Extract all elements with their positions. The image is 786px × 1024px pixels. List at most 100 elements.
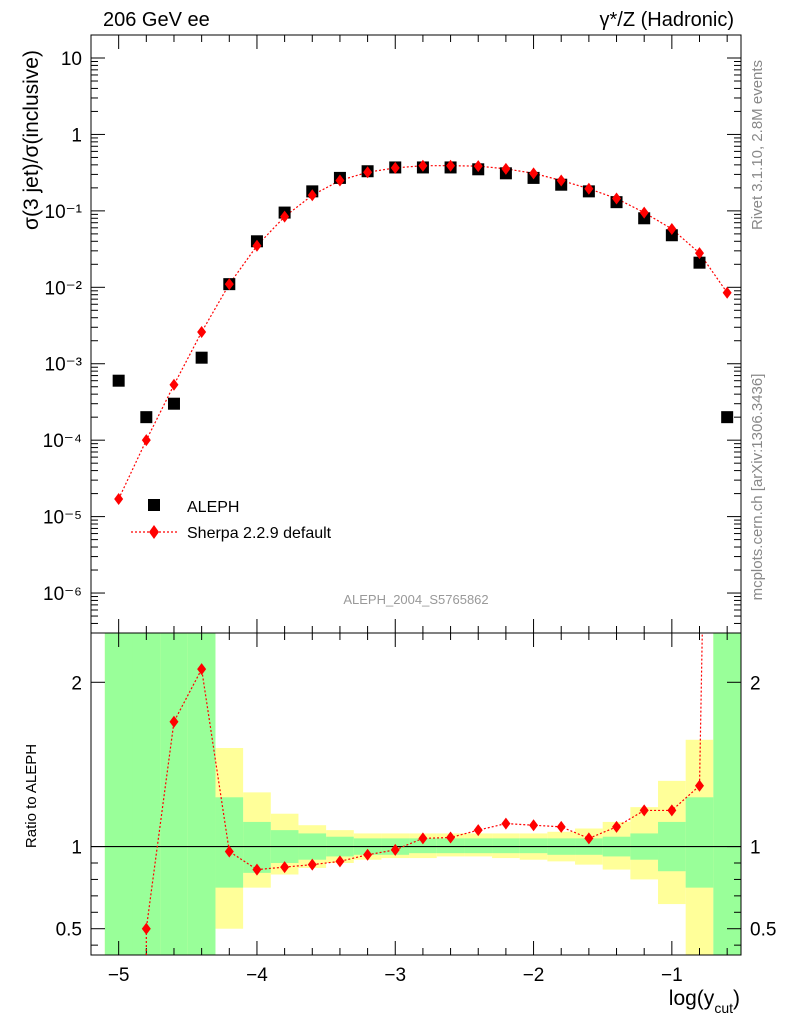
- lower-y-tick-label: 2: [71, 673, 82, 694]
- sherpa-point: [141, 434, 151, 447]
- aleph-point: [665, 229, 678, 242]
- ratio-point: [556, 820, 566, 833]
- sherpa-point: [695, 247, 705, 260]
- upper-y-tick-label: 10⁻⁴: [43, 431, 82, 452]
- band-inner-bin: [160, 633, 188, 955]
- sherpa-point: [169, 378, 179, 391]
- lower-y-tick-label: 1: [71, 838, 82, 859]
- band-inner-bin: [464, 838, 493, 854]
- ratio-point: [473, 824, 483, 837]
- sherpa-point: [501, 162, 511, 175]
- ratio-point: [141, 922, 151, 935]
- band-inner-bin: [215, 797, 244, 888]
- band-inner-bin: [436, 838, 465, 854]
- x-axis-label-subscript: cut: [714, 1000, 733, 1016]
- upper-y-tick-label: 10⁻³: [45, 355, 83, 376]
- band-inner-bin: [519, 838, 548, 854]
- x-tick-label: −2: [523, 965, 545, 986]
- upper-frame: [90, 34, 742, 634]
- lower-y-tick-label-right: 0.5: [750, 920, 776, 941]
- lower-y-tick-label: 0.5: [56, 920, 82, 941]
- sherpa-point: [114, 492, 124, 505]
- mcplots-label: mcplots.cern.ch [arXiv:1306.3436]: [749, 374, 766, 601]
- legend: ALEPH Sherpa 2.2.9 default: [131, 499, 332, 542]
- upper-panel: 10⁻⁶ 10⁻⁵ 10⁻⁴ 10⁻³ 10⁻² 10⁻¹ 1 10: [43, 34, 742, 634]
- sherpa-point: [335, 174, 345, 187]
- legend-aleph-marker: [148, 499, 160, 511]
- upper-y-tick-label: 1: [71, 125, 82, 146]
- x-tick-label: −5: [108, 965, 130, 986]
- sherpa-point: [639, 206, 649, 219]
- rivet-version-label: Rivet 3.1.10, 2.8M events: [749, 60, 766, 230]
- sherpa-point: [584, 182, 594, 195]
- ratio-point: [252, 863, 262, 876]
- sherpa-point: [556, 174, 566, 187]
- upper-y-tick-label: 10⁻²: [45, 278, 83, 299]
- sherpa-point: [280, 210, 290, 223]
- ratio-point: [501, 817, 511, 830]
- analysis-id-label: ALEPH_2004_S5765862: [343, 592, 488, 607]
- band-inner-bin: [409, 838, 437, 854]
- ratio-point: [390, 843, 400, 856]
- lower-panel: −5 −4 −3 −2 −1 0.5 0.5 1 1 2 2: [56, 632, 776, 986]
- ratio-point: [695, 779, 705, 792]
- aleph-point: [167, 397, 180, 410]
- band-inner-bin: [132, 633, 161, 955]
- aleph-point: [140, 411, 153, 424]
- band-inner-bin: [713, 633, 741, 955]
- upper-y-tick-label: 10⁻⁶: [43, 584, 82, 605]
- sherpa-point: [418, 159, 428, 172]
- sherpa-point: [529, 167, 539, 180]
- band-inner-bin: [187, 633, 216, 955]
- sherpa-point: [612, 192, 622, 205]
- upper-y-tick-label: 10: [61, 49, 82, 70]
- aleph-point: [693, 256, 706, 269]
- ratio-point: [169, 715, 179, 728]
- sherpa-point: [446, 159, 456, 172]
- upper-y-tick-label: 10⁻⁵: [43, 508, 82, 529]
- upper-y-axis-label: σ(3 jet)/σ(inclusive): [20, 50, 43, 230]
- band-inner-bin: [685, 797, 714, 888]
- sherpa-point: [307, 189, 317, 202]
- ratio-point: [446, 831, 456, 844]
- sherpa-line: [118, 165, 728, 500]
- sherpa-point: [224, 278, 234, 291]
- lower-y-tick-label-right: 1: [750, 838, 761, 859]
- lower-y-tick-label-right: 2: [750, 673, 761, 694]
- energy-label: 206 GeV ee: [103, 9, 210, 31]
- sherpa-point: [722, 286, 732, 299]
- ratio-point: [363, 848, 373, 861]
- aleph-point: [195, 351, 208, 364]
- sherpa-point: [252, 239, 262, 252]
- ratio-point: [418, 832, 428, 845]
- aleph-point: [112, 374, 125, 387]
- ratio-point: [639, 804, 649, 817]
- x-tick-label: −3: [384, 965, 406, 986]
- aleph-point: [721, 411, 734, 424]
- ratio-point: [307, 858, 317, 871]
- ratio-point: [280, 861, 290, 874]
- legend-aleph-label: ALEPH: [187, 499, 239, 516]
- sherpa-point: [473, 160, 483, 173]
- upper-y-tick-label: 10⁻¹: [45, 202, 83, 223]
- lower-y-axis-label: Ratio to ALEPH: [23, 744, 40, 848]
- lower-frame: [90, 632, 742, 956]
- sherpa-point: [667, 222, 677, 235]
- ratio-point: [529, 819, 539, 832]
- ratio-point: [335, 855, 345, 868]
- sherpa-point: [390, 161, 400, 174]
- band-inner-bin: [104, 633, 133, 955]
- sherpa-point: [197, 326, 207, 339]
- ratio-point: [667, 804, 677, 817]
- legend-sherpa-marker: [149, 525, 159, 539]
- ratio-point: [224, 845, 234, 858]
- legend-sherpa-label: Sherpa 2.2.9 default: [187, 525, 332, 542]
- band-inner-bin: [492, 838, 520, 854]
- sherpa-point: [363, 166, 373, 179]
- process-label: γ*/Z (Hadronic): [600, 9, 734, 31]
- x-axis-label: log(ycut): [669, 987, 740, 1016]
- x-tick-label: −1: [661, 965, 683, 986]
- ratio-point: [584, 832, 594, 845]
- x-tick-label: −4: [246, 965, 268, 986]
